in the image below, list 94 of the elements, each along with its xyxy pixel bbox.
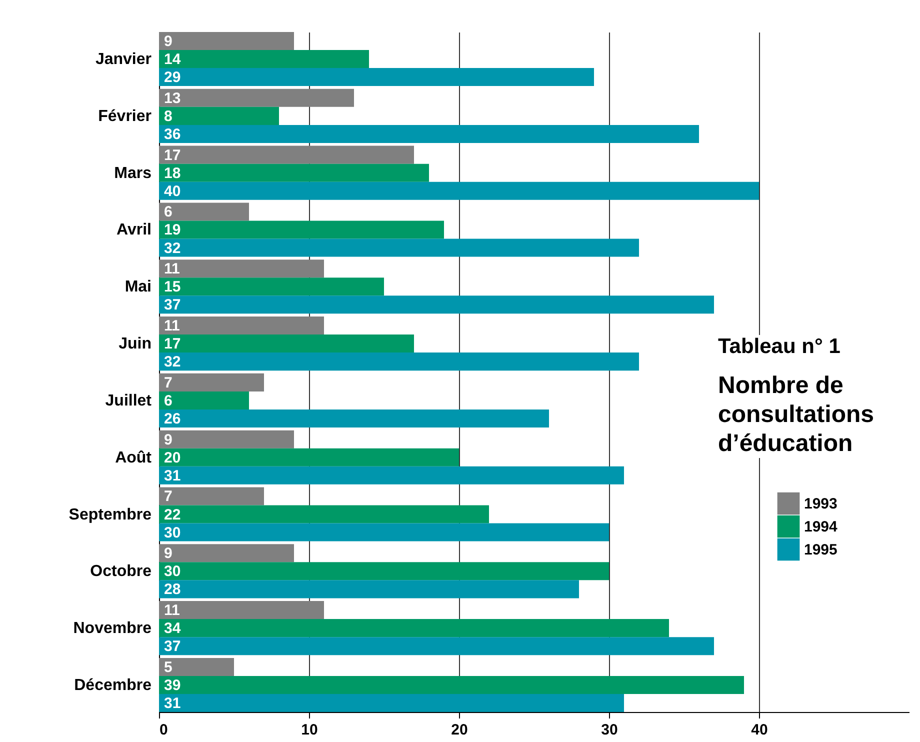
data-label: 22 [164,506,181,524]
bar [159,164,429,182]
y-tick-label: Novembre [73,620,152,638]
bar [159,676,744,694]
data-label: 32 [164,354,181,371]
y-tick-label: Avril [116,222,152,239]
y-tick-label: Septembre [68,506,152,524]
y-tick-label: Août [115,449,152,466]
bar [159,220,444,239]
data-label: 5 [164,658,172,676]
data-label: 14 [164,51,182,68]
data-label: 18 [164,164,181,182]
data-label: 7 [164,374,172,392]
data-label: 31 [164,467,181,484]
bar [159,562,609,580]
x-tick-label: 30 [601,722,618,738]
bar [159,124,699,143]
bar [159,448,459,466]
legend-label: 1993 [804,496,838,512]
bar [159,694,624,712]
data-label: 11 [164,602,180,620]
data-label: 8 [164,108,172,125]
data-label: 9 [164,545,172,562]
bar [159,619,669,638]
bar [159,32,294,50]
bar [159,106,279,125]
text: Nombre de consultations d’éducation [718,371,876,458]
y-tick-label: Janvier [95,51,152,68]
bar [159,238,639,257]
data-label: 17 [164,146,181,164]
bar [159,409,549,428]
data-label: 37 [164,296,181,314]
data-label: 39 [164,676,181,694]
data-label: 6 [164,204,172,221]
y-tick-label: Février [98,108,152,125]
bar [159,430,294,448]
data-label: 13 [164,90,181,107]
bar [159,505,489,524]
data-label: 7 [164,488,172,506]
bar [159,580,579,598]
bar [159,601,324,620]
bar [159,88,354,107]
bar [159,373,264,392]
bar [159,68,594,86]
data-label: 20 [164,449,181,466]
data-label: 36 [164,126,181,143]
data-label: 34 [164,620,182,638]
data-label: 30 [164,524,181,542]
data-label: 6 [164,392,172,410]
bar [159,637,714,656]
data-label: 9 [164,431,172,448]
data-label: 26 [164,410,181,428]
bar [159,278,384,296]
x-tick-label: 10 [301,722,318,738]
data-label: 11 [164,260,180,278]
bar [159,352,639,371]
bar [159,391,249,410]
data-label: 32 [164,240,181,257]
bar [159,334,414,353]
data-label: 28 [164,581,181,598]
x-tick-label: 0 [160,722,168,738]
x-tick-label: 20 [451,722,468,738]
y-tick-label: Mai [124,278,152,296]
data-label: 40 [164,182,181,200]
y-tick-label: Juin [118,336,152,353]
bar [159,466,624,484]
data-label: 17 [164,336,181,353]
y-tick-label: Juillet [105,392,152,410]
y-tick-label: Octobre [90,563,152,580]
data-label: 37 [164,638,181,656]
data-label: 29 [164,69,181,86]
data-label: 11 [164,318,180,335]
bar [159,544,294,562]
bar [159,316,324,335]
data-label: 9 [164,33,172,50]
bar [159,50,369,68]
data-label: 15 [164,278,181,296]
bar [159,260,324,278]
text: Tableau n° 1 [718,335,842,359]
bar [159,146,414,164]
y-tick-label: Mars [114,164,152,182]
bar [159,182,759,200]
bar [159,296,714,314]
bar [159,202,249,221]
y-tick-label: Décembre [74,676,152,694]
data-label: 30 [164,563,181,580]
x-tick-label: 40 [751,722,768,738]
legend-label: 1994 [804,518,838,536]
bar [159,658,234,676]
legend-label: 1995 [804,542,838,558]
data-label: 31 [164,694,181,712]
bar [159,487,264,506]
data-label: 19 [164,222,181,239]
bar [159,523,609,542]
